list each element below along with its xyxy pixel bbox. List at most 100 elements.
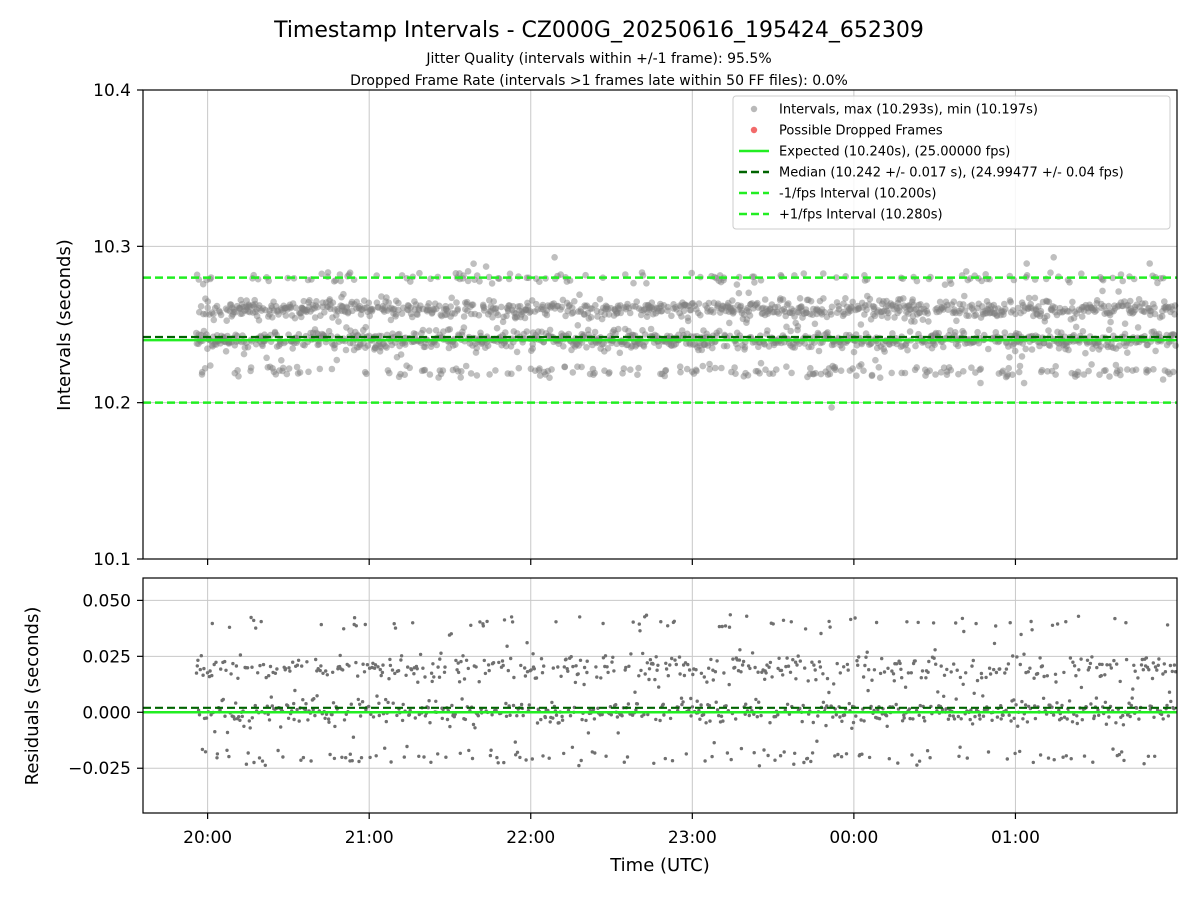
interval-point (523, 328, 531, 335)
residual-point (1023, 703, 1028, 707)
residuals-y-ticks: −0.025 0.000 0.025 0.050 (68, 591, 143, 779)
residual-point (752, 751, 756, 755)
residuals-x-ticks: 20:00 21:00 22:00 23:00 00:00 01:00 (183, 813, 1040, 848)
residual-point (740, 663, 745, 667)
residual-point (827, 619, 831, 624)
interval-point (630, 279, 637, 287)
interval-point (978, 303, 986, 310)
residual-point (473, 726, 477, 730)
interval-point (1124, 366, 1131, 373)
residual-point (821, 672, 825, 676)
interval-point (872, 356, 879, 364)
residual-point (467, 748, 471, 753)
residual-point (411, 621, 415, 625)
interval-point (796, 295, 804, 302)
residual-point (428, 721, 432, 725)
interval-point (210, 316, 218, 324)
legend-median-label: Median (10.242 +/- 0.017 s), (24.99477 +… (779, 166, 1124, 181)
interval-point (688, 269, 695, 277)
interval-point (1106, 373, 1113, 380)
residual-point (681, 663, 686, 667)
residual-point (1131, 687, 1135, 691)
jitter-quality-subtitle: Jitter Quality (intervals within +/-1 fr… (425, 51, 771, 67)
residual-point (246, 751, 250, 755)
residual-point (1114, 721, 1118, 725)
interval-point (961, 307, 969, 314)
residual-point (1007, 713, 1011, 717)
residual-point (1109, 666, 1114, 670)
interval-point (812, 369, 819, 377)
interval-point (493, 324, 501, 332)
residual-point (1012, 716, 1016, 720)
residual-point (898, 661, 902, 666)
residual-point (763, 677, 767, 681)
interval-point (838, 344, 846, 352)
residual-point (974, 621, 978, 626)
interval-point (718, 364, 725, 372)
residual-point (456, 670, 461, 675)
residual-point (741, 659, 746, 664)
interval-point (1119, 277, 1126, 285)
interval-point (278, 357, 285, 364)
interval-point (401, 371, 409, 379)
interval-point (684, 317, 692, 325)
interval-point (1132, 366, 1140, 374)
residual-point (1090, 655, 1094, 659)
interval-point (1047, 269, 1054, 277)
residual-point (1008, 621, 1012, 625)
residual-point (664, 661, 668, 665)
residual-point (796, 654, 800, 658)
interval-point (596, 295, 604, 303)
interval-point (494, 311, 502, 319)
residual-point (784, 664, 788, 669)
residual-point (637, 622, 641, 626)
residual-point (429, 671, 434, 675)
residual-point (392, 622, 396, 626)
residual-point (1117, 752, 1122, 757)
residual-point (300, 664, 304, 668)
residual-point (1014, 703, 1018, 707)
residual-point (225, 730, 230, 735)
residual-point (711, 678, 715, 682)
residual-point (654, 717, 658, 722)
residual-point (377, 701, 381, 705)
residual-point (582, 682, 586, 687)
residual-point (755, 715, 759, 719)
residual-point (850, 726, 854, 730)
residual-point (354, 624, 358, 628)
residual-point (287, 666, 291, 670)
residual-point (223, 659, 227, 664)
residual-point (215, 756, 219, 760)
residual-point (679, 696, 684, 700)
interval-point (849, 365, 856, 372)
residual-point (319, 664, 323, 668)
residual-point (978, 717, 982, 721)
residual-point (793, 660, 798, 664)
interval-point (210, 310, 217, 318)
residual-point (357, 759, 361, 764)
interval-point (385, 299, 393, 307)
residual-point (825, 676, 830, 681)
residual-point (1133, 669, 1137, 673)
interval-point (944, 306, 952, 314)
interval-point (761, 296, 769, 303)
residual-point (365, 663, 370, 667)
interval-point (978, 277, 985, 285)
residual-point (203, 750, 208, 754)
residual-point (1122, 758, 1126, 763)
residual-point (609, 713, 613, 717)
residual-point (380, 670, 385, 675)
residual-point (1105, 663, 1109, 667)
residual-point (1041, 696, 1046, 700)
residual-point (727, 682, 731, 687)
interval-point (536, 365, 543, 372)
residual-point (571, 664, 575, 669)
residual-point (958, 745, 962, 749)
interval-point (1151, 310, 1159, 318)
residual-point (687, 668, 692, 672)
residual-point (530, 757, 534, 761)
residual-point (275, 667, 279, 671)
residual-point (892, 679, 896, 683)
residual-point (360, 700, 365, 704)
residual-point (827, 690, 831, 695)
